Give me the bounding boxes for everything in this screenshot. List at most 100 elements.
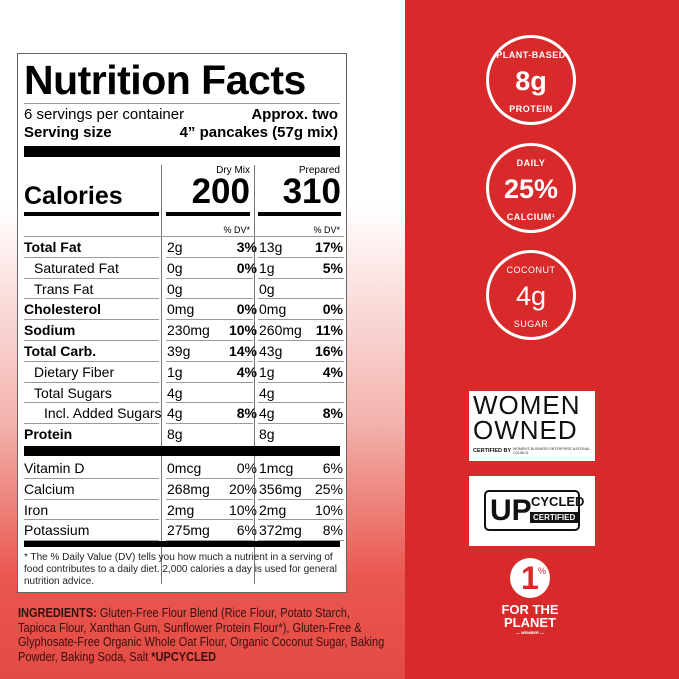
servings-per-container: 6 servings per container (24, 106, 185, 123)
nutrient-d2: 260mg (259, 322, 302, 339)
badge-calcium: DAILY 25% CALCIUM¹ (486, 143, 576, 233)
row-divider (24, 498, 159, 500)
row-divider (24, 319, 159, 321)
row-divider (258, 540, 344, 542)
nutrient-row: Total Sugars 4g 4g (24, 383, 344, 404)
nutrient-name: Sodium (24, 322, 76, 339)
nutrient-d2: 356mg (259, 480, 302, 497)
nutrient-row: Total Fat 2g 3% 13g 17% (24, 237, 344, 258)
row-divider (258, 277, 344, 279)
nutrient-name: Potassium (24, 522, 90, 539)
row-divider (258, 319, 344, 321)
nutrient-d1: 230mg (167, 322, 210, 339)
upcycled-up-text: UP (490, 494, 532, 527)
nutrient-d1: 8g (167, 426, 183, 443)
row-divider (166, 402, 253, 404)
column-divider (254, 165, 255, 584)
nutrient-p2: 4% (322, 363, 343, 380)
row-divider (166, 498, 253, 500)
row-divider (258, 477, 344, 479)
nutrient-d2: 372mg (259, 522, 302, 539)
nutrient-d1: 0g (167, 259, 183, 276)
badge-sugar: COCONUT 4g SUGAR (486, 250, 576, 340)
row-divider (24, 277, 159, 279)
nutrient-p2: 0% (322, 301, 343, 318)
upcycled-certified-logo: UP CYCLED CERTIFIED (469, 476, 595, 546)
nutrition-facts-title: Nutrition Facts (24, 57, 306, 103)
badge-protein: PLANT-BASED 8g PROTEIN (486, 35, 576, 125)
upcycled-certified-text: CERTIFIED (530, 512, 579, 523)
serving-size-label: Serving size (24, 124, 112, 141)
badge-value: 4g (515, 281, 547, 311)
calories-rule (258, 212, 341, 216)
ingredients-list: Gluten-Free Flour Blend (Rice Flour, Pot… (18, 606, 385, 664)
row-divider (166, 360, 253, 362)
for-the-planet-text: FOR THE PLANET — MEMBER — (490, 603, 570, 636)
row-divider (166, 319, 253, 321)
row-divider (166, 423, 253, 425)
row-divider (258, 298, 344, 300)
badge-value: 8g (515, 66, 547, 96)
nutrient-d1: 39g (167, 343, 191, 359)
thick-bar (24, 146, 340, 157)
prepared-header: Prepared (298, 165, 340, 176)
nutrient-d1: 0mcg (167, 460, 202, 476)
row-divider (166, 381, 253, 383)
nutrient-d2: 8g (259, 426, 275, 443)
one-percent-number: 1 (521, 560, 539, 596)
nutrient-d2: 1mcg (259, 460, 294, 476)
prepared-calories: 310 (282, 172, 341, 211)
row-divider (24, 519, 159, 521)
row-divider (258, 423, 344, 425)
divider (24, 236, 344, 237)
nutrient-name: Calcium (24, 480, 75, 497)
nutrient-p2: 16% (314, 343, 343, 359)
badge-bottom-text: CALCIUM¹ (506, 212, 556, 222)
nutrient-name: Saturated Fat (34, 259, 119, 276)
row-divider (258, 360, 344, 362)
nutrient-p2: 6% (322, 460, 343, 476)
nutrient-p1: 10% (228, 501, 257, 518)
nutrient-p2: 11% (315, 322, 343, 339)
upcycled-cycled-text: CYCLED (531, 494, 585, 509)
nutrient-row: Vitamin D 0mcg 0% 1mcg 6% (24, 458, 344, 479)
nutrient-p2: 8% (322, 405, 343, 422)
nutrient-name: Cholesterol (24, 301, 102, 318)
row-divider (24, 423, 159, 425)
serving-size-line2: 4” pancakes (57g mix) (179, 124, 338, 141)
row-divider (258, 498, 344, 500)
badge-bottom-text: PROTEIN (509, 104, 553, 114)
nutrient-p1: 20% (228, 480, 257, 497)
wbenc-text: WOMEN'S BUSINESS ENTERPRISE NATIONAL COU… (513, 447, 590, 455)
nutrient-d1: 4g (167, 405, 183, 422)
calories-rule (166, 212, 250, 216)
nutrient-d1: 4g (167, 384, 183, 401)
nutrient-name: Iron (24, 501, 49, 518)
row-divider (258, 402, 344, 404)
upcycled-note: *UPCYCLED (151, 649, 217, 664)
badge-top-text: DAILY (516, 158, 546, 168)
row-divider (24, 256, 159, 258)
nutrient-row: Total Carb. 39g 14% 43g 16% (24, 341, 344, 362)
nutrient-d1: 0mg (167, 301, 195, 318)
thick-bar (24, 446, 340, 456)
row-divider (166, 477, 253, 479)
dry-mix-calories: 200 (191, 172, 250, 211)
upcycled-frame: UP CYCLED CERTIFIED (484, 490, 584, 531)
row-divider (24, 477, 159, 479)
nutrient-p1: 14% (228, 343, 257, 359)
nutrient-name: Dietary Fiber (34, 363, 115, 380)
nutrient-d2: 43g (259, 343, 283, 359)
nutrient-p1: 6% (236, 522, 257, 539)
nutrient-d2: 0mg (259, 301, 287, 318)
nutrient-row: Cholesterol 0mg 0% 0mg 0% (24, 299, 344, 321)
dv-header: % DV* (313, 225, 340, 235)
row-divider (24, 298, 159, 300)
dv-header: % DV* (223, 225, 250, 235)
badge-value: 25% (503, 174, 559, 204)
badge-bottom-text: SUGAR (513, 319, 549, 329)
thick-bar (24, 541, 340, 547)
nutrient-p2: 25% (314, 480, 343, 497)
nutrient-p1: 0% (236, 460, 257, 476)
nutrient-d2: 4g (259, 405, 275, 422)
